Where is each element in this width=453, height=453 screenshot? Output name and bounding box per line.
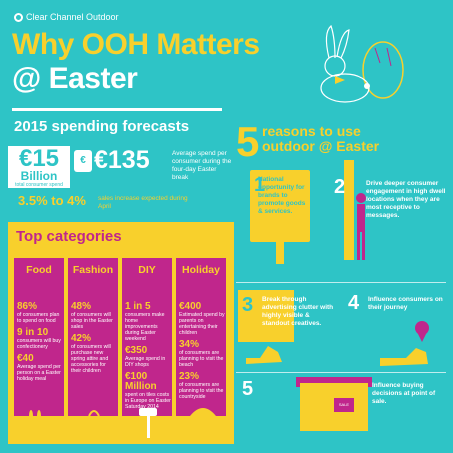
poster-pillar-icon [344,160,354,260]
beach-umbrella-icon [190,408,216,438]
category-stats-diy: 1 in 5 consumers make home improvements … [125,298,171,411]
money-bag-icon: € [74,150,92,172]
stat-value: 34% [179,339,200,350]
reason-text-1: National opportunity for brands to promo… [258,176,306,215]
stat-label: of consumers are planning to visit the b… [179,350,224,368]
stat-value: 1 in 5 [125,301,151,312]
forecasts-title: 2015 spending forecasts [14,118,190,135]
shopping-bag-icon [85,410,103,438]
divider [12,108,222,111]
top-categories-title: Top categories [16,228,122,245]
person-icon [356,193,366,260]
avg-spend-label: Average spend per consumer during the fo… [172,150,232,181]
category-column-fashion [68,258,118,416]
stat-label: consumers will buy confectionery [17,338,61,350]
category-stats-fashion: 48% of consumers will shop in the Easter… [71,298,117,375]
stat-value: €40 [17,353,34,364]
reasons-number: 5 [236,118,260,165]
stat-label: consumers make home improvements during … [125,312,165,342]
stat-label: of consumers will purchase new spring at… [71,344,111,374]
sale-sign-icon: SALE [334,398,354,412]
reason-number-3: 3 [242,294,254,316]
reason-text-3: Break through advertising clutter with h… [262,296,334,327]
category-name-holiday: Holiday [182,264,220,276]
stat-label: Average spend in DIY shops [125,356,166,368]
stat-value: 9 in 10 [17,327,49,338]
shoe-map-pin-icon [380,321,429,366]
bunny-chocolate-icon [26,410,44,440]
reasons-title: reasons to use outdoor @ Easter [262,123,380,154]
sales-increase-label: sales increase expected during April [98,195,188,210]
reason-text-2: Drive deeper consumer engagement in high… [366,180,446,219]
stat-value: 23% [179,371,200,382]
stat-label: Estimated spend by parents on entertaini… [179,312,225,336]
divider [236,282,446,283]
clear-channel-logo-icon [14,12,23,22]
stat-label: of consumers plan to spend on food [17,312,60,324]
stat-label: of consumers are planning to visit the c… [179,382,224,400]
category-column-diy [122,258,172,416]
total-spend-value: €15 [18,145,60,172]
stat-value: €350 [125,345,148,356]
stat-value: 86% [17,301,38,312]
reason-number-4: 4 [348,292,360,314]
brand-logo: Clear Channel Outdoor [14,12,119,22]
stat-label: spent on tiles costs in Europe on Easter… [125,392,171,410]
stat-value: 48% [71,301,92,312]
category-column-holiday [176,258,226,416]
category-name-fashion: Fashion [72,264,114,276]
stat-value: €400 [179,301,202,312]
billboard-stand [276,242,284,264]
page-title: Why OOH Matters [12,28,260,61]
total-spend-unit: Billion [20,169,58,183]
stat-label: of consumers will shop in the Easter sal… [71,312,113,330]
ad-board-icon [238,290,294,342]
category-stats-food: 86% of consumers plan to spend on food 9… [17,298,63,383]
reason-text-4: Influence consumers on their journey [368,296,443,311]
avg-spend-value: €135 [94,146,150,174]
shop-awning [296,377,372,387]
page-subtitle: @ Easter [12,62,138,95]
total-spend-box: €15 Billion total consumer spend [8,146,70,188]
category-column-food [14,258,64,416]
sneaker-icon [246,346,282,364]
reason-number-5: 5 [242,378,254,400]
category-name-food: Food [26,264,52,276]
billboard-icon [250,170,310,242]
brand-name: Clear Channel Outdoor [26,12,119,22]
stat-value: €100 Million [125,371,157,392]
paint-roller-icon [139,408,157,438]
category-stats-holiday: €400 Estimated spend by parents on enter… [179,298,225,401]
easter-bunny-icon [320,24,404,103]
reason-number-2: 2 [334,176,346,198]
stat-label: Average spend per person on a Easter hol… [17,364,61,382]
sales-increase-value: 3.5% to 4% [18,193,86,208]
total-spend-label: total consumer spend [15,182,63,188]
category-name-diy: DIY [138,264,156,276]
reason-number-1: 1 [254,174,266,196]
divider [236,372,446,373]
reason-text-5: Influence buying decisions at point of s… [372,382,436,405]
stat-value: 42% [71,333,92,344]
